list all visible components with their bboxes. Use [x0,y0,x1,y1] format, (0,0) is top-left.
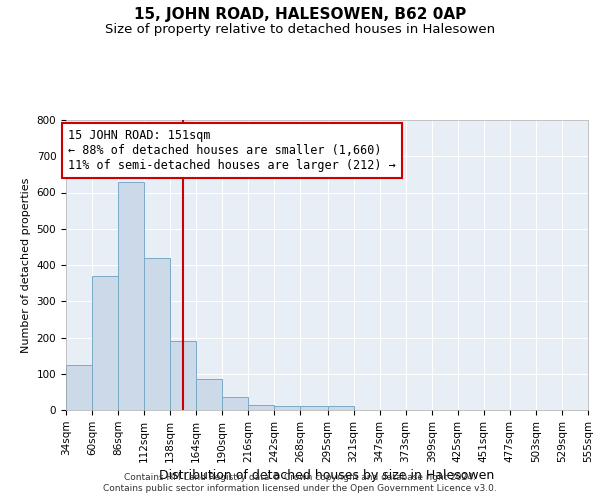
Bar [222,398,248,410]
Text: 15 JOHN ROAD: 151sqm
← 88% of detached houses are smaller (1,660)
11% of semi-de: 15 JOHN ROAD: 151sqm ← 88% of detached h… [68,129,396,172]
Bar [170,341,196,410]
Bar [92,276,118,410]
Y-axis label: Number of detached properties: Number of detached properties [21,178,31,352]
Bar [274,406,301,410]
Bar [66,364,92,410]
Bar [248,404,274,410]
Text: Size of property relative to detached houses in Halesowen: Size of property relative to detached ho… [105,22,495,36]
Bar [328,406,353,410]
Bar [118,182,144,410]
Text: Contains HM Land Registry data © Crown copyright and database right 2024.: Contains HM Land Registry data © Crown c… [124,472,476,482]
X-axis label: Distribution of detached houses by size in Halesowen: Distribution of detached houses by size … [160,469,494,482]
Text: 15, JOHN ROAD, HALESOWEN, B62 0AP: 15, JOHN ROAD, HALESOWEN, B62 0AP [134,8,466,22]
Bar [301,406,328,410]
Text: Contains public sector information licensed under the Open Government Licence v3: Contains public sector information licen… [103,484,497,493]
Bar [144,258,170,410]
Bar [196,379,222,410]
